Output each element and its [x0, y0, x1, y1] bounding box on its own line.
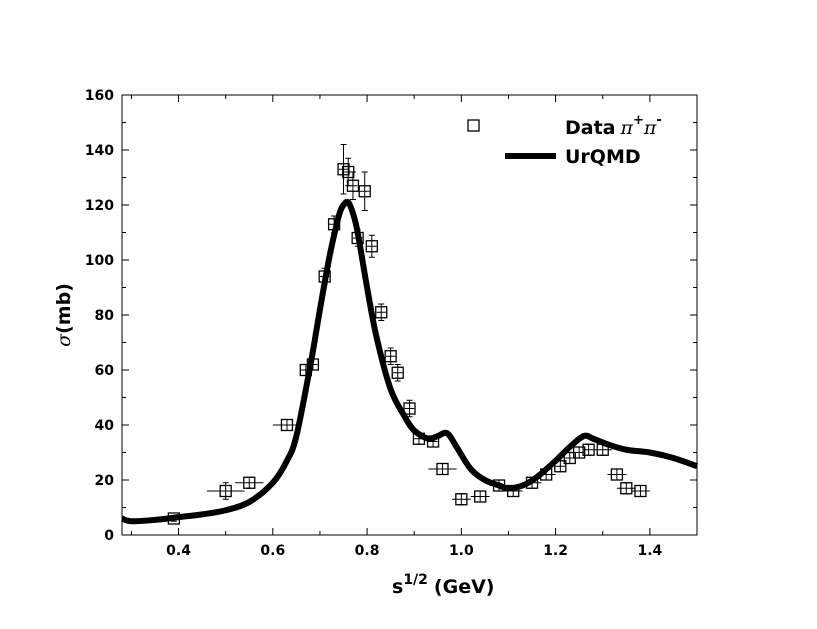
- urqmd-curve-layer: [120, 198, 699, 525]
- data-marker: [358, 185, 371, 198]
- legend-sup-plus: +: [633, 113, 644, 128]
- legend-data-label: Data π+π-: [565, 113, 662, 139]
- y-tick-label: 100: [85, 253, 114, 269]
- data-point: [554, 460, 567, 473]
- data-marker: [365, 240, 378, 253]
- data-marker: [455, 493, 468, 506]
- data-marker: [403, 402, 416, 415]
- y-tick-label: 40: [95, 418, 115, 434]
- data-point: [272, 418, 302, 432]
- data-point: [365, 234, 378, 258]
- data-marker: [474, 490, 487, 503]
- y-tick-label: 20: [95, 473, 115, 489]
- data-marker: [384, 350, 397, 363]
- x-axis-label-base: s: [392, 576, 403, 598]
- x-axis-label-unit: (GeV): [434, 576, 495, 598]
- x-tick-label: 0.8: [355, 543, 380, 559]
- data-point: [337, 144, 350, 195]
- data-points: [167, 144, 650, 525]
- data-marker: [391, 366, 404, 379]
- legend-sup-minus: -: [656, 113, 661, 128]
- data-marker: [554, 460, 567, 473]
- data-point: [631, 484, 650, 498]
- data-marker: [634, 484, 647, 498]
- x-axis-label: s1/2 (GeV): [392, 572, 494, 598]
- data-point: [375, 303, 388, 321]
- data-point: [206, 482, 245, 500]
- data-marker: [280, 418, 294, 432]
- legend-data-text: Data: [565, 117, 616, 139]
- data-point: [391, 364, 404, 382]
- data-point: [616, 482, 636, 495]
- y-axis-label: σ(mb): [53, 283, 75, 347]
- data-point: [428, 462, 457, 476]
- y-axis-label-symbol: σ: [53, 333, 75, 347]
- x-tick-label: 1.2: [543, 543, 568, 559]
- data-point: [470, 490, 490, 503]
- data-marker: [219, 484, 232, 498]
- data-marker: [620, 482, 633, 495]
- data-point: [358, 171, 371, 211]
- data-point: [235, 476, 264, 489]
- y-tick-label: 120: [85, 198, 114, 214]
- x-tick-label: 0.4: [166, 543, 191, 559]
- legend-urqmd-label: UrQMD: [565, 146, 641, 168]
- legend-pi1: π: [620, 117, 634, 139]
- data-marker: [243, 476, 256, 489]
- data-marker: [346, 179, 360, 192]
- data-point: [573, 446, 586, 459]
- x-tick-label: 1.4: [637, 543, 662, 559]
- data-point: [346, 171, 360, 200]
- data-marker: [337, 163, 350, 176]
- legend-data-marker: [467, 119, 480, 132]
- x-tick-label: 1.0: [449, 543, 474, 559]
- data-point: [403, 399, 416, 418]
- y-tick-label: 0: [104, 528, 114, 544]
- y-tick-label: 140: [85, 143, 114, 159]
- y-axis-label-unit: (mb): [53, 283, 75, 334]
- urqmd-curve: [120, 198, 699, 525]
- data-marker: [436, 462, 449, 476]
- axis-ticks: 0.4 0.6 0.8 1.0 1.2 1.4 0 20 40 60 80 100 120 140 160: [85, 88, 698, 559]
- legend-pi2: π: [643, 117, 657, 139]
- y-tick-label: 60: [95, 363, 115, 379]
- data-point: [607, 468, 627, 481]
- data-marker: [573, 446, 586, 459]
- data-point: [451, 493, 471, 506]
- legend: Data π+π- UrQMD: [467, 113, 662, 168]
- data-point: [384, 347, 397, 365]
- y-tick-label: 80: [95, 308, 115, 324]
- data-marker: [375, 306, 388, 319]
- x-tick-label: 0.6: [260, 543, 285, 559]
- y-tick-label: 160: [85, 88, 114, 104]
- data-marker: [610, 468, 624, 481]
- x-axis-label-exponent: 1/2: [403, 572, 428, 588]
